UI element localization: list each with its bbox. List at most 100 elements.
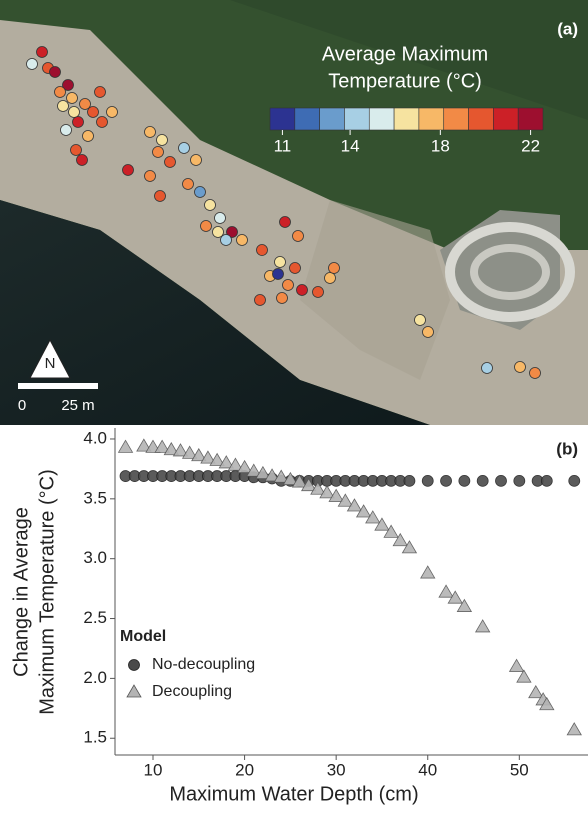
map-point [182,178,194,190]
data-point [355,504,372,518]
map-point [529,367,541,379]
map-point [60,124,72,136]
map-point [68,106,80,118]
north-label: N [45,355,56,372]
map-point [49,66,61,78]
map-point [220,234,232,246]
colorbar-tick-label: 18 [431,136,450,155]
data-point [273,469,289,483]
data-point [136,438,152,452]
data-point [200,450,216,464]
colorbar-swatch [319,107,345,131]
map-image [0,0,588,425]
data-point [383,524,399,538]
data-point [246,463,262,477]
y-tick-label: 4.0 [83,428,107,447]
map-point [144,126,156,138]
colorbar-swatch [393,107,420,131]
map-point [54,86,66,98]
data-point [516,669,532,683]
data-point [540,474,553,487]
legend-label: Decoupling [152,683,232,700]
map-point [82,130,94,142]
scale-label: 0 [18,397,26,414]
data-point [401,540,418,554]
data-point [310,481,326,495]
colorbar-title: Average Maximum [322,43,488,65]
data-point [209,452,225,466]
map-point [164,156,176,168]
data-point [154,439,170,453]
map-point [122,164,134,176]
data-point [568,474,581,487]
colorbar-swatch [368,107,395,131]
colorbar-swatch [294,107,320,131]
data-point [236,459,253,474]
y-tick-label: 2.5 [83,608,107,627]
data-point [456,598,473,612]
map-point [276,292,288,304]
map-point [414,314,426,326]
legend-symbol [126,684,142,698]
y-tick-label: 2.0 [83,668,107,687]
data-point [513,474,526,487]
panel-label: (a) [557,19,578,38]
map-point [70,144,82,156]
data-point [282,471,299,486]
map-point [274,256,286,268]
map-point [66,92,78,104]
map-point [144,170,156,182]
colorbar-swatch [443,107,469,131]
data-point [474,619,491,633]
data-point [163,441,180,456]
colorbar-swatch [517,107,544,131]
map-point [36,46,48,58]
data-point [476,474,489,487]
map-point [324,272,336,284]
map-point [26,58,38,70]
map-point [194,186,206,198]
data-point [566,722,582,736]
colorbar-title: Temperature (°C) [328,70,482,92]
map-point [312,286,324,298]
data-point [319,485,335,499]
map-points [26,46,541,379]
map-point [57,100,69,112]
x-axis-label: Maximum Water Depth (cm) [169,783,418,805]
colorbar-tick-label: 14 [341,136,360,155]
map-point [152,146,164,158]
map-point [156,134,168,146]
x-tick-label: 40 [418,760,437,779]
data-point [181,445,198,459]
data-point [440,474,452,487]
map-point [79,98,91,110]
map-point [154,190,166,202]
data-point [403,474,416,487]
map-point [76,154,88,166]
colorbar-tick-label: 22 [521,136,540,155]
map-point [279,216,291,228]
data-point [191,447,207,462]
map-point [96,116,108,128]
data-point [346,498,363,512]
y-tick-label: 1.5 [83,728,107,747]
data-point [264,468,280,482]
map-point [226,226,238,238]
map-point [296,284,308,296]
data-point [117,439,134,453]
north-arrow [29,338,71,379]
scale-label: 25 m [61,397,94,414]
data-point [255,465,271,480]
x-tick-label: 10 [144,760,163,779]
data-point [218,455,234,469]
data-point [300,477,317,492]
map-point [62,79,74,91]
map-point [87,106,99,118]
panel-label: (b) [556,439,578,458]
data-point [337,493,354,507]
x-tick-label: 20 [235,760,254,779]
map-point [106,106,118,118]
legend-title: Model [120,628,166,645]
map-point [292,230,304,242]
